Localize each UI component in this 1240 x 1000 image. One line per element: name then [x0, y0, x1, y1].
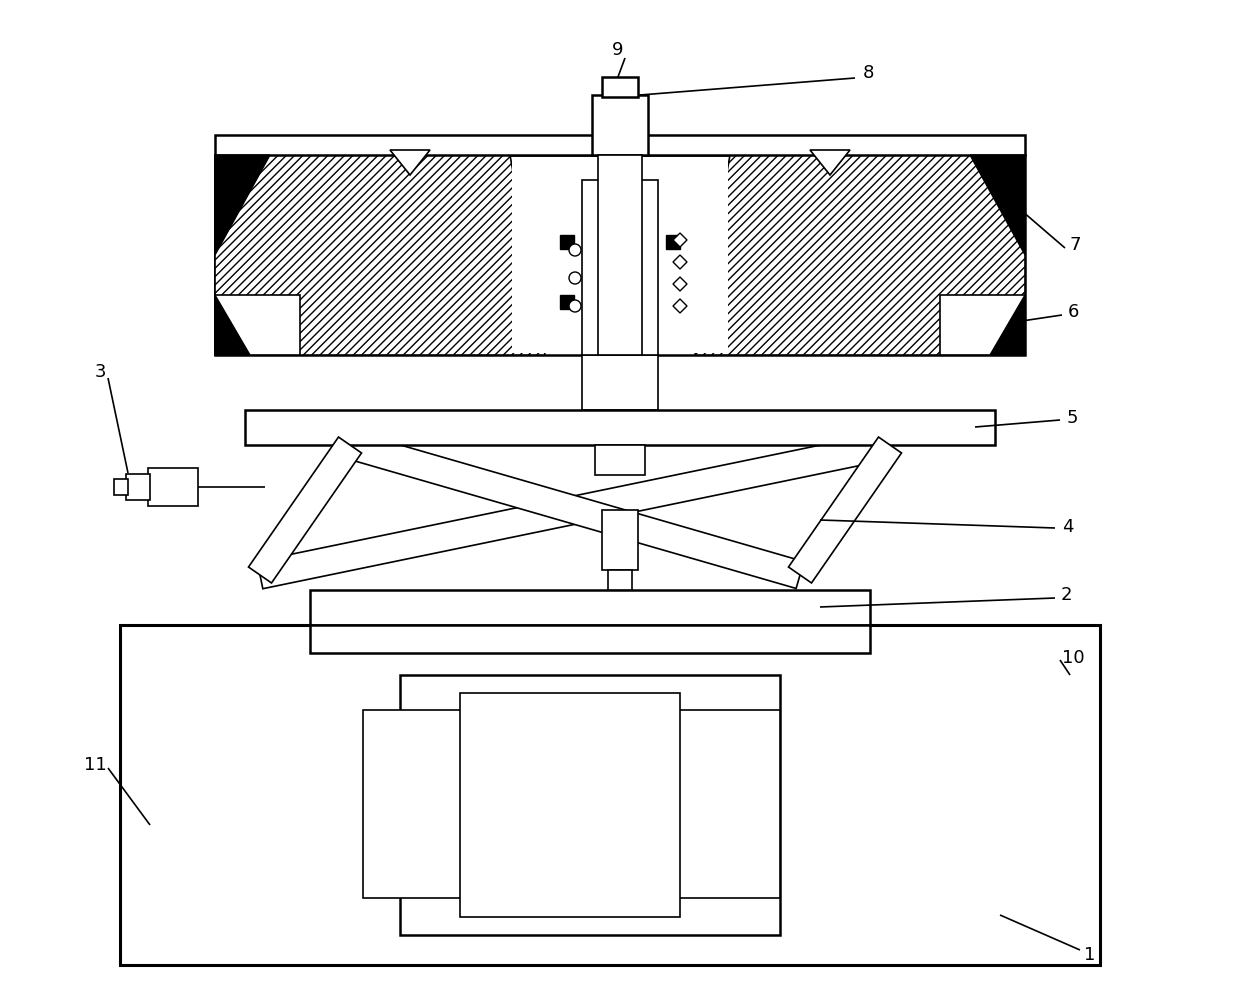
Polygon shape [789, 437, 901, 583]
Polygon shape [810, 150, 849, 175]
Bar [608, 570, 632, 590]
Text: 5: 5 [1066, 409, 1078, 427]
Polygon shape [970, 155, 1025, 255]
Polygon shape [215, 295, 250, 355]
Text: 4: 4 [1063, 518, 1074, 536]
Bar [215, 295, 300, 355]
Text: 11: 11 [83, 756, 107, 774]
Polygon shape [346, 432, 804, 588]
Polygon shape [215, 155, 546, 355]
Bar [940, 295, 1025, 355]
Polygon shape [730, 155, 1025, 355]
Bar [460, 693, 680, 917]
Bar [114, 479, 128, 495]
Polygon shape [694, 155, 1025, 355]
Bar [310, 625, 870, 653]
Text: 1: 1 [1084, 946, 1096, 964]
Bar [601, 77, 639, 97]
Circle shape [569, 272, 582, 284]
Bar [595, 445, 645, 475]
Polygon shape [248, 437, 362, 583]
Bar [215, 155, 1025, 355]
Polygon shape [257, 431, 893, 589]
Bar [560, 295, 574, 309]
Bar [560, 235, 574, 249]
Text: 2: 2 [1060, 586, 1071, 604]
Text: 6: 6 [1068, 303, 1079, 321]
Bar [591, 95, 649, 155]
Polygon shape [215, 155, 270, 255]
Bar [246, 410, 994, 445]
Bar [401, 675, 780, 935]
Polygon shape [990, 295, 1025, 355]
Polygon shape [391, 150, 430, 175]
Bar [598, 155, 642, 355]
Text: 10: 10 [1061, 649, 1084, 667]
Polygon shape [673, 255, 687, 269]
Circle shape [569, 244, 582, 256]
Circle shape [569, 300, 582, 312]
Bar [666, 235, 680, 249]
Polygon shape [673, 277, 687, 291]
Polygon shape [215, 155, 510, 355]
Text: 3: 3 [94, 363, 105, 381]
Bar [215, 135, 1025, 155]
Bar [363, 710, 503, 898]
Bar [148, 468, 198, 506]
Polygon shape [673, 299, 687, 313]
Bar [601, 510, 639, 570]
Text: 9: 9 [613, 41, 624, 59]
Polygon shape [673, 233, 687, 247]
Bar [640, 710, 780, 898]
Bar [582, 355, 658, 410]
Text: 7: 7 [1069, 236, 1081, 254]
Bar [512, 157, 728, 353]
Text: 8: 8 [862, 64, 874, 82]
Bar [582, 180, 658, 355]
Bar [126, 474, 150, 500]
Bar [120, 625, 1100, 965]
Bar [310, 590, 870, 625]
